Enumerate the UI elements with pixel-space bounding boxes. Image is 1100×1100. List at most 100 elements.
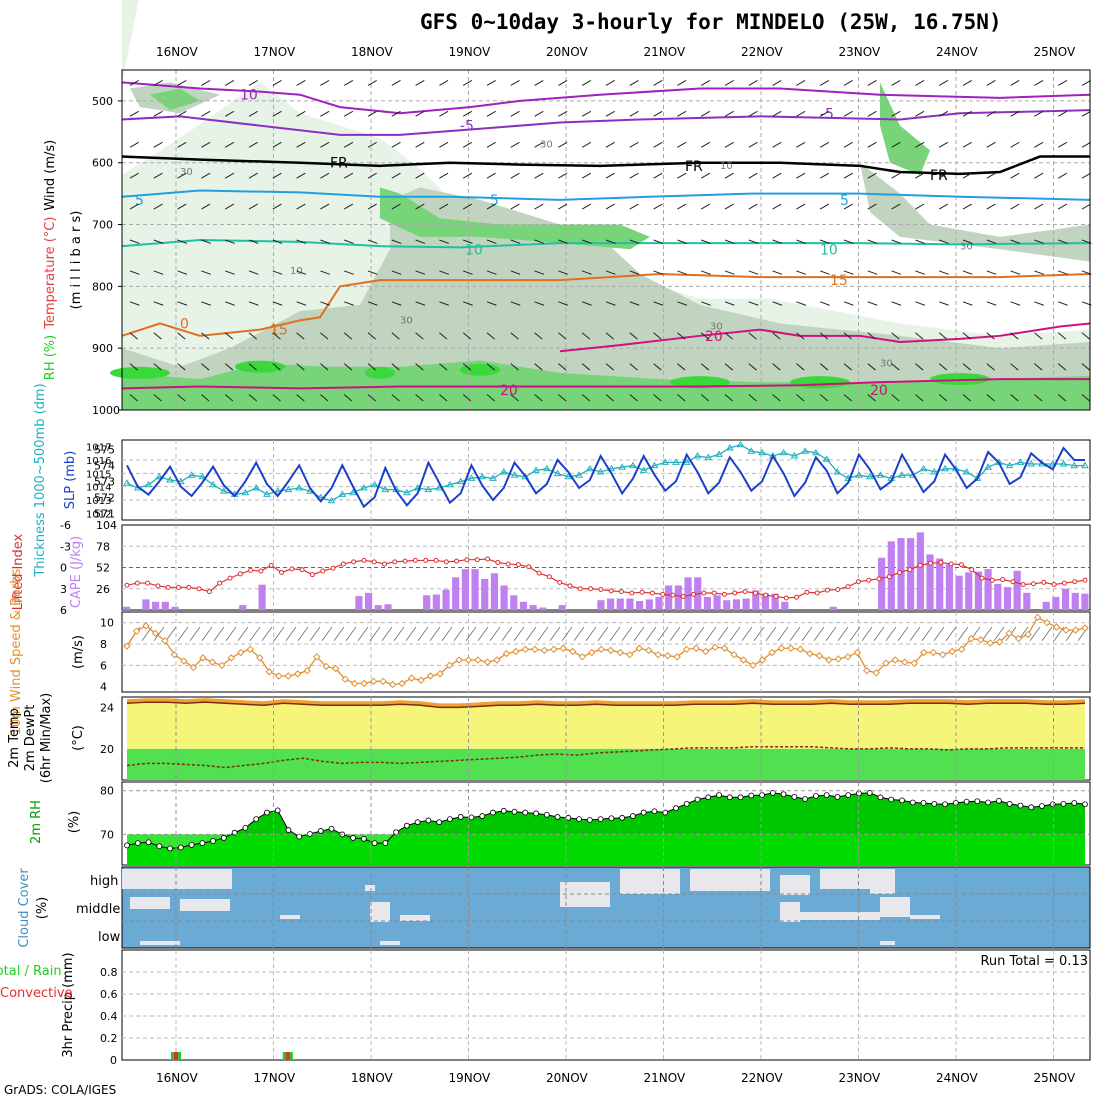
cloud-panel-frame [121,866,1091,949]
wind-speed-point [350,679,359,688]
wind-speed-point [1071,626,1080,634]
thickness-point [704,453,713,461]
wind-barb [558,80,568,86]
wind-barb [224,332,234,340]
upper-panel-frame [121,69,1091,411]
wind-barb [962,363,971,371]
thickness-point [585,464,594,472]
thickness-point [252,484,261,491]
cape-tick-label: 52 [96,562,110,575]
wind-barb [653,363,662,371]
li-point [176,584,182,590]
wind-barb [915,270,925,275]
top-date-label: 25NOV [1034,45,1076,59]
wind-speed-point [1005,629,1013,638]
slp-tick-label: 1017 [86,443,111,454]
li-point [1061,580,1067,586]
wind-barb [486,172,496,179]
surface-wind-barb [393,626,405,642]
wind-barb [1081,110,1091,117]
wind-barb [224,141,235,148]
surface-wind-barb [897,626,909,642]
wind-barb [915,172,925,179]
thickness-point [532,466,540,473]
rh-point [920,800,927,806]
cloud-mid-block [180,899,230,911]
wind-speed-point [720,644,729,652]
li-point [1082,577,1088,583]
wind-barb [486,363,495,371]
cape-bar [442,589,450,610]
rh-point [533,810,539,817]
wind-barb [796,270,806,275]
wind-barb [653,141,663,148]
wind-barb [558,239,568,244]
precip-tick-label: 0.6 [100,988,118,1001]
rh-point [694,796,701,803]
wind-barb [367,141,377,148]
wind-barb [843,80,853,86]
cloud-mid-block [130,897,170,909]
rh-point [726,794,733,801]
thickness-point [758,448,766,456]
li-point [474,557,480,563]
rh-point [845,792,852,799]
dewpoint-fill [127,748,1085,780]
wind-barb [510,172,520,179]
wind-barb [343,363,353,371]
wind-barb [296,270,307,275]
wind-barb [439,270,449,275]
li-point [289,566,295,572]
li-point [783,595,789,601]
li-point [423,557,429,563]
cloud-mid-block [280,915,300,919]
wind-barb [248,363,257,371]
wind-barb [1057,332,1067,340]
wind-barb [938,80,949,86]
wind-barb [820,239,830,244]
cape-bar [616,598,624,610]
surface-wind-barb [477,626,489,642]
wind-barb [1010,394,1019,402]
wind-barb [510,270,521,275]
wind-barb [962,270,973,275]
li-line [126,558,1086,599]
wind-barb [819,363,829,371]
wind-speed-point [265,668,273,676]
isotherm-label: -5 [820,106,834,122]
wind-barb [700,80,711,86]
wind-barb [248,80,258,86]
wind-speed-point [170,650,179,659]
cape-bar [1071,592,1079,610]
wind-barb [129,141,139,148]
wind-barb [677,363,686,371]
wind-speed-point [806,649,814,658]
wind-barb [129,301,140,306]
wind-barb [677,141,687,148]
wind-speed-point [1043,618,1051,627]
wind-barb [820,270,830,275]
li-point [794,594,800,600]
surface-wind-barb [309,626,321,642]
cape-bar [171,606,179,610]
wind-barb [605,239,616,244]
wind-barb [558,301,568,306]
wind-barb [391,172,401,179]
thickness-point [725,444,734,451]
wind-barb [320,363,329,371]
wind-barb [701,301,711,306]
thickness-point [241,488,250,496]
li-point [1051,582,1057,587]
wind-tick-label: 8 [100,638,107,651]
wind-barb [391,203,401,210]
wind-speed-point [569,647,577,656]
wind-barb [867,363,876,371]
wind-barb [843,203,853,210]
cape-bar [994,583,1002,610]
wind-barb [677,110,687,117]
wind-speed-point [1062,626,1070,634]
wind-barb [1010,363,1019,371]
wind-barb [201,141,211,148]
li-point [227,575,233,581]
wind-speed-point [151,629,160,638]
